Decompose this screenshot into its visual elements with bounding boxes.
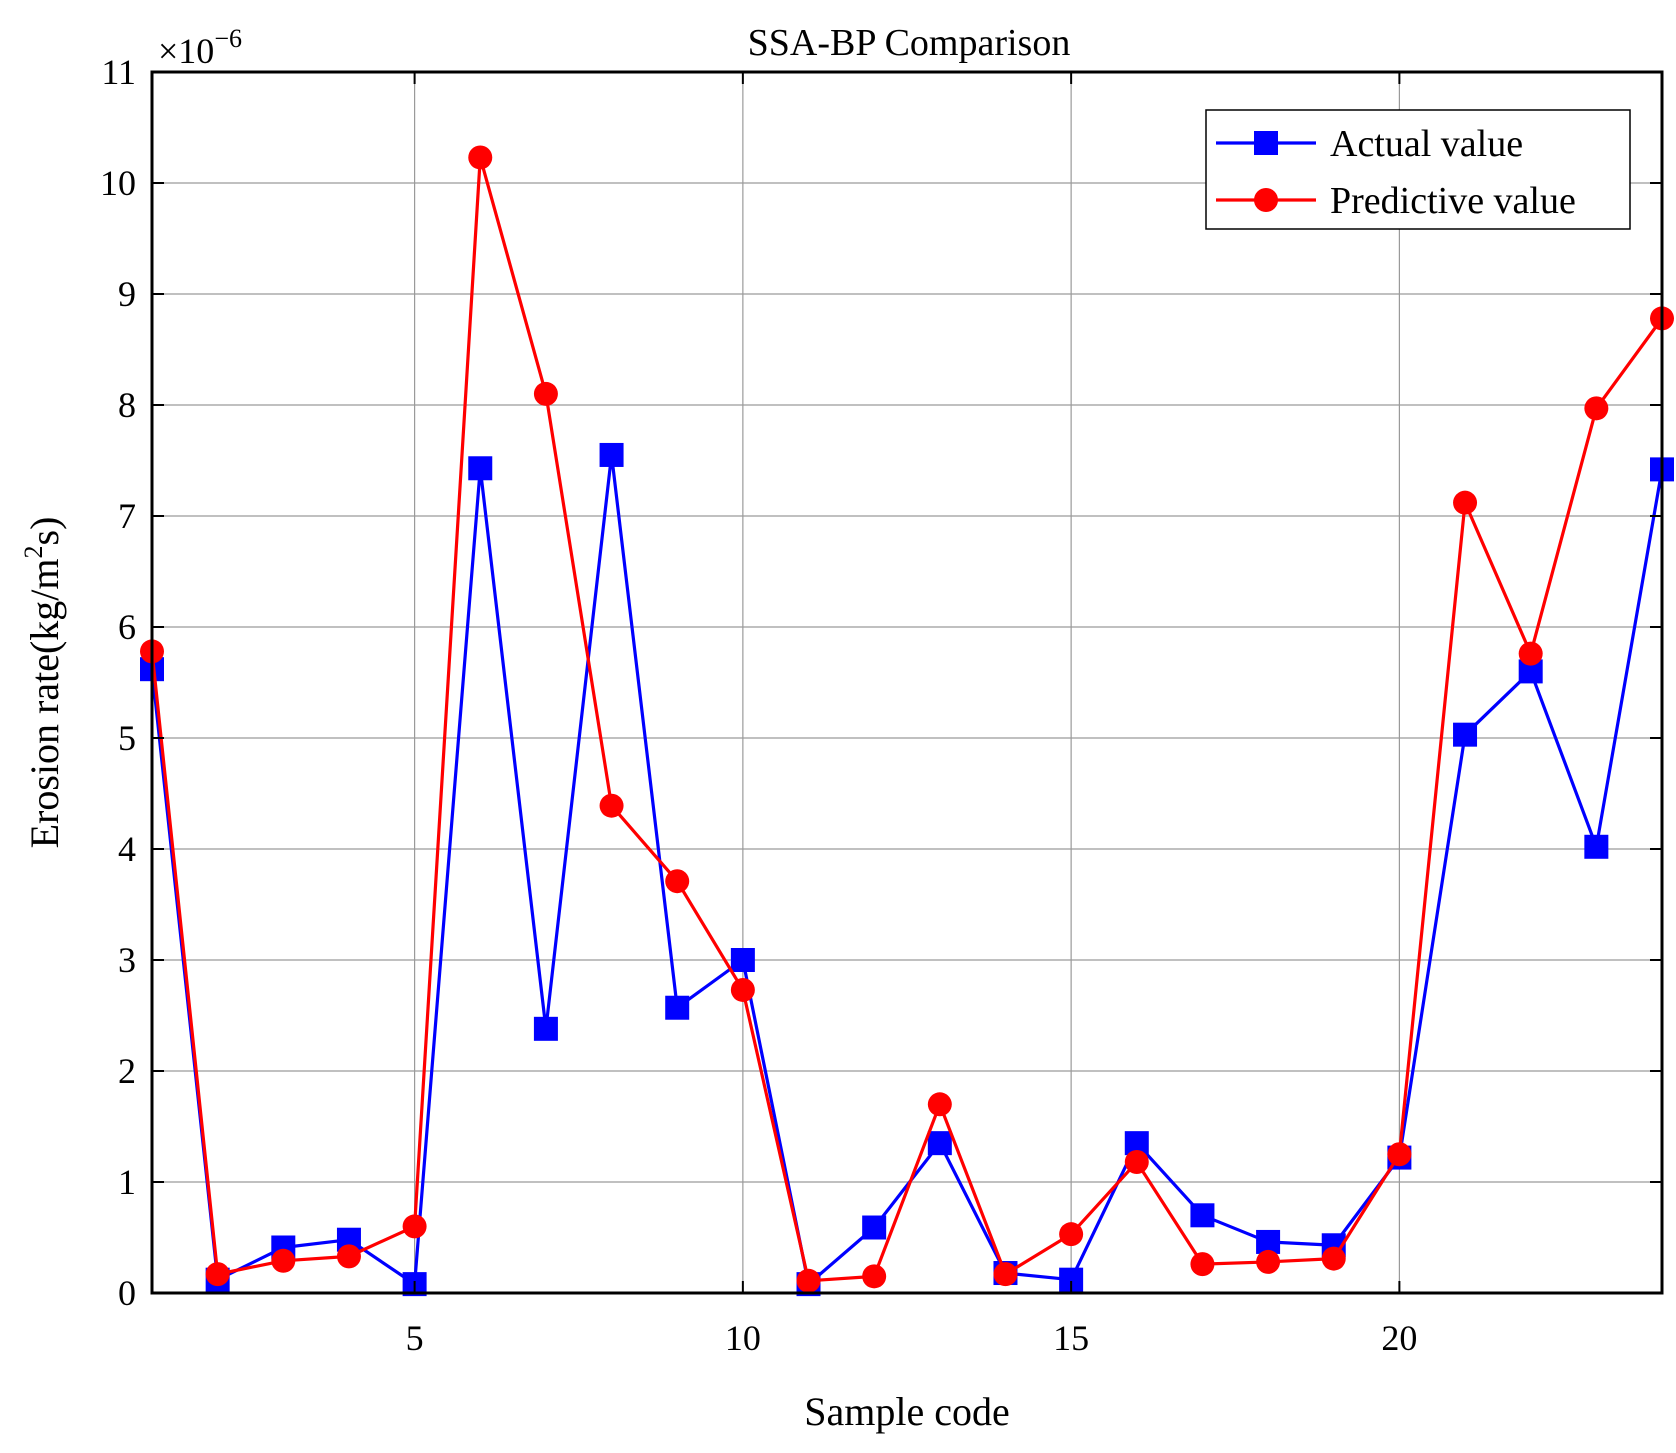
x-tick-label: 5 xyxy=(406,1318,424,1358)
data-point-circle xyxy=(796,1268,821,1293)
y-tick-label: 11 xyxy=(101,52,136,92)
data-point-circle xyxy=(402,1214,427,1239)
data-point-circle xyxy=(271,1248,296,1273)
data-point-square xyxy=(730,948,755,972)
legend-marker-square xyxy=(1254,131,1278,155)
series-layer xyxy=(140,145,1674,1297)
data-point-circle xyxy=(730,977,755,1002)
series-actual-value xyxy=(140,442,1674,1297)
y-scale-base: ×10 xyxy=(158,31,214,71)
series-line xyxy=(150,155,1664,1283)
legend-box xyxy=(1205,109,1631,230)
y-scale-factor: ×10−6 xyxy=(158,24,242,71)
y-axis-title-superscript: 2 xyxy=(19,545,48,558)
series-line xyxy=(150,453,1664,1286)
data-point-circle xyxy=(1190,1252,1215,1277)
data-point-square xyxy=(1584,834,1609,859)
ticks: 5 10 15 20 0 1 2 3 4 5 6 7 8 9 10 11 xyxy=(100,52,1662,1358)
y-tick-label: 7 xyxy=(118,496,136,536)
data-point-circle xyxy=(862,1264,887,1289)
grid xyxy=(152,71,1662,1294)
legend-item: Actual value xyxy=(1216,123,1523,165)
data-point-circle xyxy=(1518,641,1543,666)
y-tick-label: 4 xyxy=(118,829,136,869)
series-predictive-value xyxy=(140,145,1674,1293)
data-point-square xyxy=(862,1215,887,1240)
legend-item: Predictive value xyxy=(1216,180,1576,222)
chart-title: SSA-BP Comparison xyxy=(748,22,1071,64)
data-point-square xyxy=(1190,1203,1215,1228)
y-tick-label: 0 xyxy=(118,1273,136,1313)
legend-label: Predictive value xyxy=(1330,180,1576,222)
y-axis-title-main: Erosion rate(kg/m xyxy=(22,558,67,848)
y-tick-label: 3 xyxy=(118,940,136,980)
data-point-circle xyxy=(205,1262,230,1287)
y-tick-label: 9 xyxy=(118,274,136,314)
y-tick-label: 6 xyxy=(118,607,136,647)
legend-label: Actual value xyxy=(1330,123,1523,165)
y-tick-label: 10 xyxy=(100,163,136,203)
data-point-circle xyxy=(336,1244,361,1269)
y-tick-label: 8 xyxy=(118,385,136,425)
y-axis-title: Erosion rate(kg/m2s) xyxy=(19,517,67,849)
data-point-circle xyxy=(1256,1249,1281,1274)
data-point-circle xyxy=(927,1092,952,1117)
x-tick-label: 15 xyxy=(1053,1318,1089,1358)
y-scale-exponent: −6 xyxy=(214,24,242,53)
data-point-square xyxy=(1453,722,1478,747)
y-axis-title-end: s) xyxy=(22,517,67,546)
y-tick-label: 2 xyxy=(118,1051,136,1091)
data-point-square xyxy=(533,1016,558,1041)
y-tick-label: 1 xyxy=(118,1162,136,1202)
data-point-circle xyxy=(1453,490,1478,515)
data-point-circle xyxy=(1124,1150,1149,1175)
data-point-circle xyxy=(993,1262,1018,1287)
data-point-circle xyxy=(533,381,558,406)
data-point-square xyxy=(599,442,624,467)
data-point-circle xyxy=(1059,1222,1084,1247)
x-axis-title: Sample code xyxy=(804,1389,1010,1434)
data-point-square xyxy=(468,456,493,481)
data-point-circle xyxy=(468,145,493,170)
data-point-circle xyxy=(1584,396,1609,421)
data-point-circle xyxy=(1387,1142,1412,1167)
data-point-square xyxy=(665,995,690,1020)
legend: Actual value Predictive value xyxy=(1205,109,1631,230)
x-tick-label: 10 xyxy=(725,1318,761,1358)
data-point-circle xyxy=(665,869,690,894)
plot-frame xyxy=(150,70,1664,1295)
x-tick-label: 20 xyxy=(1381,1318,1417,1358)
data-point-circle xyxy=(599,793,624,818)
data-point-square xyxy=(927,1131,952,1156)
data-point-circle xyxy=(1321,1246,1346,1271)
legend-marker-circle xyxy=(1254,188,1278,212)
y-tick-label: 5 xyxy=(118,718,136,758)
